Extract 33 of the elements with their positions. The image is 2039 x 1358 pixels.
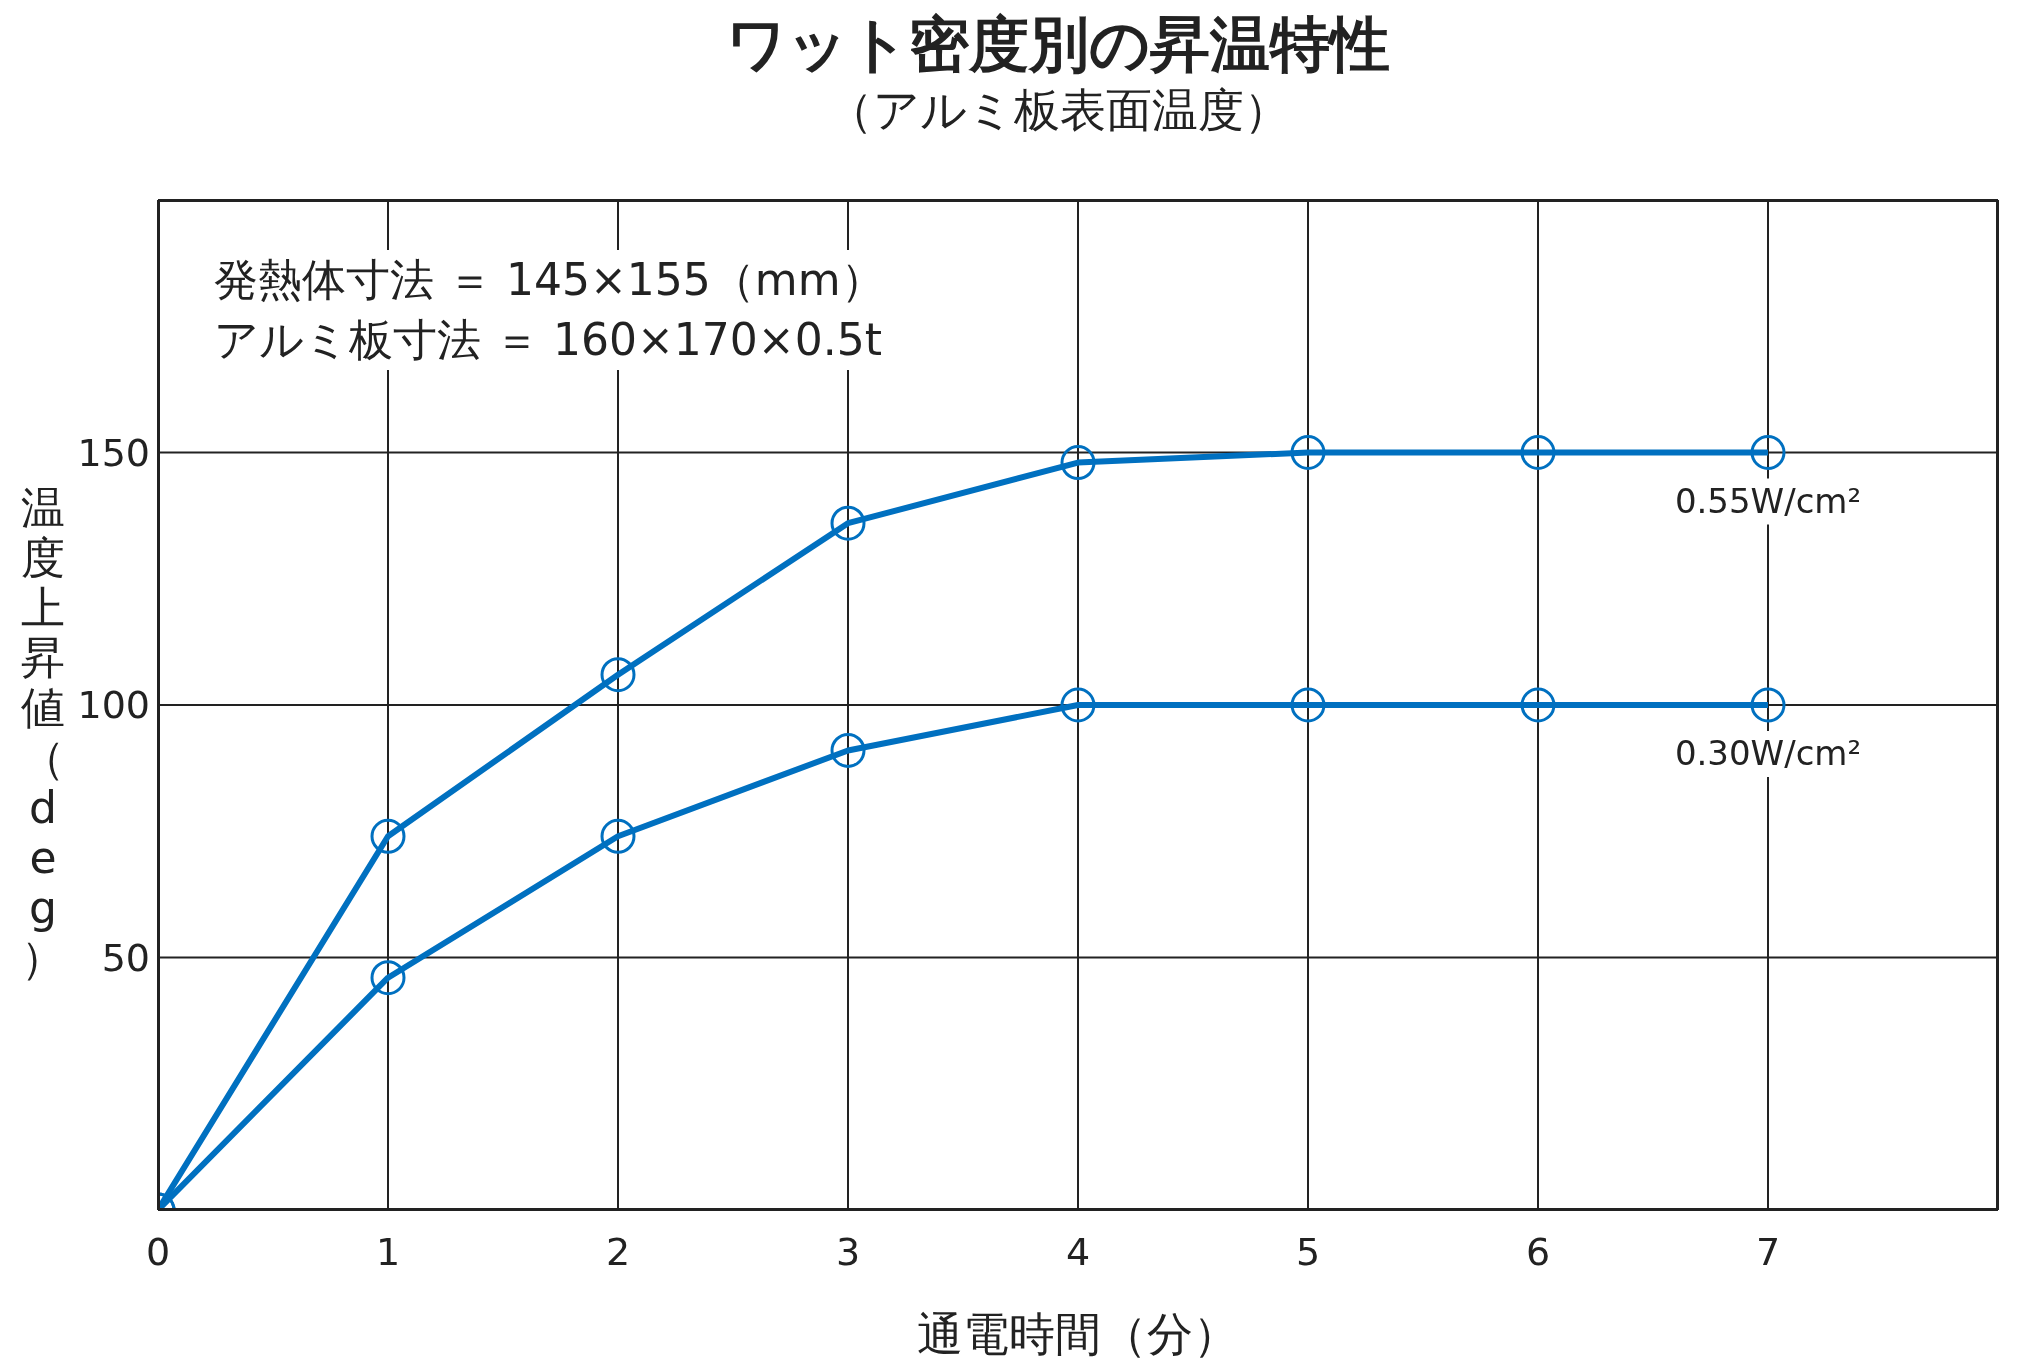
x-tick-label: 2 [605, 1229, 631, 1274]
series-label: 0.30W/cm² [1674, 733, 1862, 773]
point [830, 505, 866, 541]
point [1290, 435, 1326, 470]
point [1290, 687, 1326, 723]
x-tick-label: 5 [1295, 1229, 1321, 1274]
x-tick-label: 6 [1525, 1229, 1551, 1274]
x-tick-label: 3 [835, 1229, 861, 1274]
x-tick-label: 7 [1755, 1229, 1781, 1274]
point [370, 818, 406, 854]
chart-subtitle: （アルミ板表面温度） [825, 82, 1291, 139]
point [1060, 687, 1096, 723]
series-label: 0.55W/cm² [1674, 480, 1862, 521]
y-tick-label: 150 [77, 430, 150, 475]
point [1750, 435, 1786, 470]
chart-title: ワット密度別の昇温特性 [725, 8, 1391, 80]
point [1520, 687, 1556, 723]
x-tick-label: 0 [145, 1229, 171, 1274]
point [600, 657, 636, 693]
y-tick-label: 50 [101, 935, 150, 980]
text: 温度上昇値（deg） [21, 481, 65, 983]
annotation: 発熱体寸法 ＝ 145×155（mm） [214, 253, 885, 307]
x-axis-title: 通電時間（分） [917, 1307, 1239, 1358]
point [830, 732, 866, 768]
y-tick-label: 100 [77, 683, 150, 728]
annotation: アルミ板寸法 ＝ 160×170×0.5t [214, 313, 883, 367]
point [1750, 687, 1786, 723]
point [1060, 445, 1096, 481]
point [370, 960, 406, 996]
point [600, 818, 636, 854]
x-tick-label: 1 [375, 1229, 401, 1274]
point [1520, 435, 1556, 470]
x-tick-label: 4 [1065, 1229, 1091, 1274]
